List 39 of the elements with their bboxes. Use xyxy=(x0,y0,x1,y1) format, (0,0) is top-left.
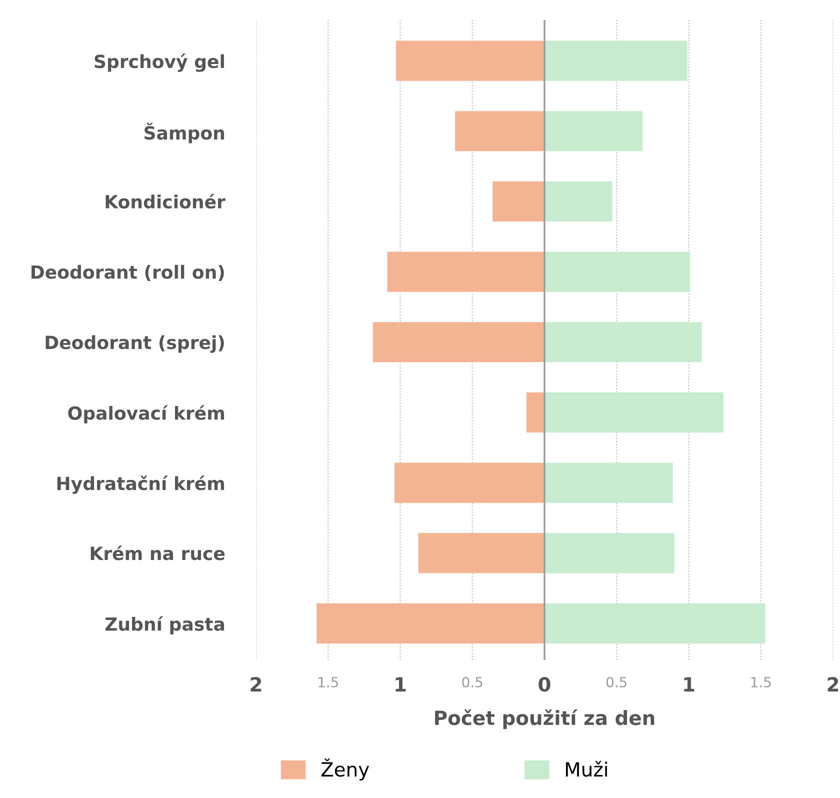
x-tick-label: 0.5 xyxy=(462,676,482,688)
bar xyxy=(544,111,643,152)
bar xyxy=(544,181,612,222)
y-tick-label: Deodorant (sprej) xyxy=(46,335,224,353)
bar xyxy=(526,392,544,432)
bar xyxy=(387,252,544,292)
bar xyxy=(316,603,544,644)
y-tick-label: Deodorant (roll on) xyxy=(32,264,224,282)
bar xyxy=(544,322,702,362)
bar xyxy=(544,533,674,574)
x-tick-label: 0.5 xyxy=(606,676,626,688)
y-tick-label: Zubní pasta xyxy=(105,616,224,634)
y-tick-label: Kondicionér xyxy=(106,194,226,209)
y-tick-label: Opalovací krém xyxy=(68,405,224,424)
x-tick-label: 2 xyxy=(250,677,262,692)
x-tick-label: 1 xyxy=(684,677,694,692)
x-tick-label: 1.5 xyxy=(751,677,771,688)
y-tick-label: Krém na ruce xyxy=(90,546,225,560)
bar xyxy=(394,462,544,503)
x-tick-label: 2 xyxy=(828,677,838,692)
y-tick-label: Šampon xyxy=(144,122,224,144)
y-tick-label: Sprchový gel xyxy=(94,54,224,72)
x-tick-label: 1 xyxy=(396,677,406,692)
bar xyxy=(544,603,766,644)
x-tick-label: 0 xyxy=(538,677,550,692)
legend-label: Muži xyxy=(566,760,607,777)
bar xyxy=(492,181,544,222)
legend-label: Ženy xyxy=(321,758,370,780)
bar xyxy=(372,322,544,362)
bar xyxy=(544,462,673,503)
x-tick-label: 1.5 xyxy=(318,677,338,688)
bar xyxy=(455,111,544,152)
y-tick-label: Hydratační krém xyxy=(57,476,224,494)
bar xyxy=(544,392,724,432)
x-axis-title: Počet použití za den xyxy=(435,709,654,729)
bar xyxy=(544,40,688,81)
bar xyxy=(418,533,544,574)
bar xyxy=(396,40,544,81)
bar xyxy=(544,252,690,292)
